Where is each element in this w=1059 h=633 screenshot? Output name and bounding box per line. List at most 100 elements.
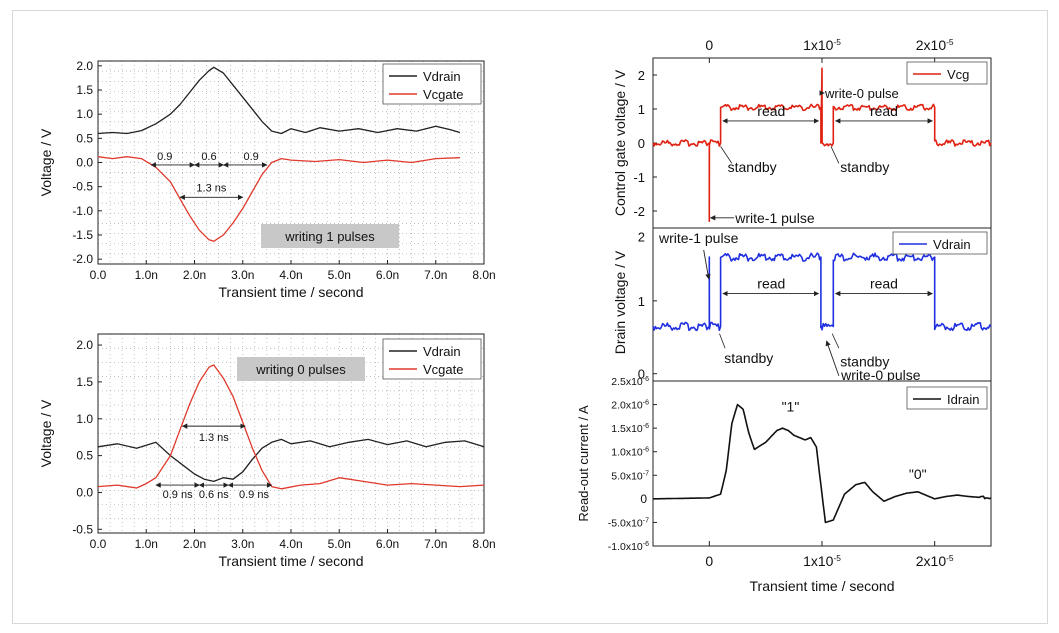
x-tick-label: 4.0n: [279, 268, 302, 282]
y-tick-label: 1.0x10-6: [611, 447, 649, 459]
legend-box: [892, 231, 988, 255]
y-axis-label: Voltage / V: [38, 128, 54, 196]
x-tick-label: 1.0n: [135, 537, 158, 551]
x-tick-label: 3.0n: [231, 268, 254, 282]
legend-box: [906, 386, 988, 410]
label-box-text: writing 1 pulses: [284, 229, 375, 244]
annot-text: "1": [782, 399, 800, 415]
y-tick-label: 2: [638, 230, 645, 245]
figure-canvas: 0.0 1.0n 2.0n 3.0n 4.0n 5.0n 6.0n 7.0n 8.0n -2.0 -…: [38, 37, 992, 594]
annot-text: 0.9 ns: [239, 489, 269, 501]
x-tick-label: 6.0n: [376, 537, 399, 551]
y-tick-label: 1: [638, 294, 645, 309]
x-tick-label: 0.0: [90, 268, 107, 282]
annot-text: 1.3 ns: [196, 182, 226, 194]
legend-label-w0-1: Vcgate: [423, 362, 463, 377]
y-tick-label: 0.0: [76, 156, 93, 170]
series-vdrain: [652, 252, 992, 332]
y-tick-label: -0.5: [72, 522, 93, 536]
y-axis-label: Read-out current / A: [576, 405, 591, 522]
legend-label-vcg-0: Vcg: [947, 67, 969, 82]
annot-text: read: [870, 103, 898, 119]
y-tick-label: -5.0x10-7: [608, 517, 649, 529]
x-tick-label: 2.0n: [183, 268, 206, 282]
annot-text: read: [757, 103, 785, 119]
y-tick-label: -2: [633, 204, 645, 219]
top-x-tick-label: 1x10-5: [803, 37, 841, 53]
annot-text: 0.9 ns: [163, 489, 193, 501]
label-box: [261, 224, 399, 248]
annot-text: standby: [840, 353, 889, 369]
series-vdrain: [97, 438, 485, 483]
annot-leader: [831, 333, 840, 349]
y-tick-label: -1.5: [72, 228, 93, 242]
annot-arrow: [703, 249, 711, 280]
y-tick-label: 0.5: [76, 449, 93, 463]
y-tick-label: 2.0: [76, 59, 93, 73]
y-axis-label: Voltage / V: [38, 399, 54, 467]
y-tick-label: 2: [638, 68, 645, 83]
annot-text: write-1 pulse: [734, 210, 815, 226]
x-tick-label: 4.0n: [279, 537, 302, 551]
x-tick-label: 0.0: [90, 537, 107, 551]
x-tick-label: 7.0n: [424, 537, 447, 551]
y-tick-label: -1.0x10-6: [608, 541, 649, 553]
series-vdrain: [97, 66, 461, 135]
legend-box: [382, 338, 482, 380]
series-vcgate: [97, 156, 460, 242]
y-tick-label: -2.0: [72, 252, 93, 266]
y-tick-label: 2.0x10-6: [611, 400, 649, 412]
y-tick-label: 0.5: [76, 131, 93, 145]
series-vcg: [652, 67, 992, 222]
grid: [98, 334, 484, 533]
annot-text: 0.6: [201, 151, 216, 163]
annot-text: standby: [840, 159, 889, 175]
y-tick-label: 2.0: [76, 338, 93, 352]
y-axis-label: Control gate voltage / V: [612, 69, 628, 216]
label-box-text: writing 0 pulses: [255, 362, 346, 377]
legend-label-id-0: Idrain: [947, 392, 980, 407]
y-axis-label: Drain voltage / V: [612, 250, 628, 354]
legend-box: [382, 63, 482, 105]
x-tick-label: 0: [705, 553, 713, 569]
y-tick-label: 1: [638, 102, 645, 117]
y-tick-label: -1.0: [72, 204, 93, 218]
legend-label-w1-0: Vdrain: [423, 69, 461, 84]
top-x-tick-label: 0: [705, 37, 713, 53]
annot-leader: [830, 146, 840, 164]
x-axis-label: Transient time / second: [219, 284, 364, 300]
y-tick-label: 0: [640, 492, 647, 506]
grid: [98, 61, 484, 264]
x-tick-label: 1x10-5: [803, 553, 841, 569]
y-tick-label: 1.5x10-6: [611, 423, 649, 435]
x-tick-label: 8.0n: [472, 268, 495, 282]
x-tick-label: 8.0n: [472, 537, 495, 551]
x-tick-label: 7.0n: [424, 268, 447, 282]
annot-text: read: [870, 276, 898, 292]
annot-text: write-0 pulse: [840, 367, 921, 383]
y-tick-label: 1.5: [76, 375, 93, 389]
annot-text: write-0 pulse: [824, 86, 899, 101]
y-tick-label: -0.5: [72, 180, 93, 194]
y-tick-label: 1.5: [76, 83, 93, 97]
annot-arrow: [825, 340, 840, 377]
label-box: [237, 357, 365, 381]
top-x-tick-label: 2x10-5: [916, 37, 954, 53]
legend-label-w0-0: Vdrain: [423, 344, 461, 359]
y-tick-label: 1.0: [76, 412, 93, 426]
series-vcgate: [97, 364, 485, 490]
legend-label-w1-1: Vcgate: [423, 87, 463, 102]
x-axis-label: Transient time / second: [219, 553, 364, 569]
legend-box: [906, 61, 988, 85]
legend-label-vd-0: Vdrain: [933, 237, 971, 252]
y-tick-label: 1.0: [76, 107, 93, 121]
x-tick-label: 5.0n: [328, 537, 351, 551]
series-idrain: [652, 403, 992, 524]
y-tick-label: 0: [638, 136, 645, 151]
annot-text: standby: [724, 350, 773, 366]
y-tick-label: 0: [638, 367, 645, 382]
annot-text: "0": [909, 466, 927, 482]
annot-text: 0.6 ns: [199, 489, 229, 501]
x-tick-label: 6.0n: [376, 268, 399, 282]
annot-text: 1.3 ns: [199, 432, 229, 444]
